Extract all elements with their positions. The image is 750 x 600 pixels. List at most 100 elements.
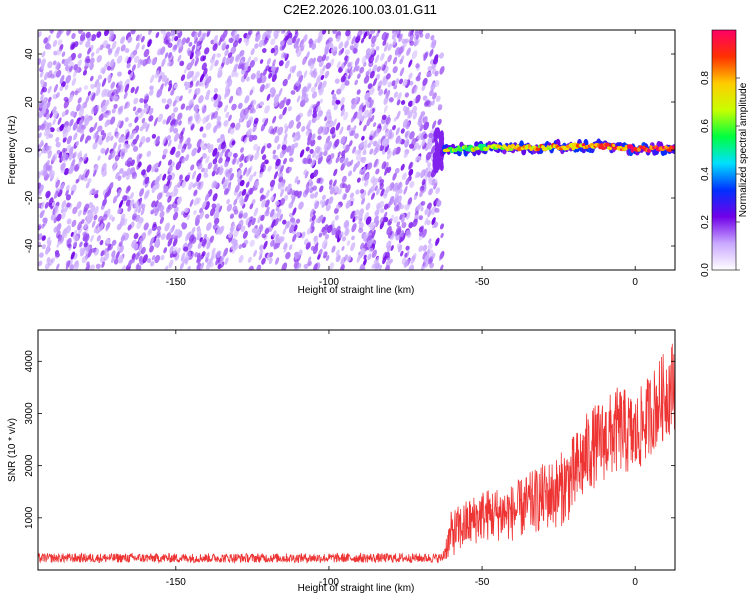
spectrogram-noise-blob [213,34,218,44]
spectrogram-noise-blob [92,169,97,177]
spectrogram-noise-blob [278,176,284,183]
spectrogram-noise-blob [356,89,361,95]
spectrogram-noise-blob [318,232,323,238]
spectrogram-noise-blob [125,143,130,149]
spectrogram-noise-blob [366,239,373,248]
spectrogram-noise-blob [386,166,392,174]
spectrogram-noise-blob [418,30,424,35]
spectrogram-noise-blob [153,117,159,127]
spectrogram-y-tick-label: 20 [24,96,35,108]
spectrogram-noise-blob [85,264,90,270]
spectrogram-noise-blob [55,179,61,189]
spectrogram-noise-blob [431,100,435,106]
spectrogram-noise-blob [404,92,410,98]
spectrogram-noise-blob [224,90,229,98]
spectrogram-noise-blob [143,104,150,114]
spectrogram-noise-blob [251,99,257,106]
spectrogram-noise-blob [90,83,95,89]
spectrogram-noise-blob [128,122,133,128]
spectrogram-noise-blob [399,58,404,65]
spectrogram-noise-blob [238,254,244,264]
spectrogram-noise-blob [356,254,361,263]
spectrogram-noise-blob [135,252,140,261]
spectrogram-noise-blob [85,181,90,189]
spectrogram-noise-blob [173,132,180,142]
spectrogram-noise-blob [236,193,241,200]
spectrogram-noise-blob [242,134,247,143]
spectrogram-noise-blob [344,49,351,56]
spectrogram-noise-blob [172,106,178,113]
spectrogram-noise-blob [134,116,139,124]
spectrogram-noise-blob [102,198,107,207]
spectrogram-noise-blob [101,132,107,141]
spectrogram-signal-core [535,147,541,152]
spectrogram-noise-blob [396,182,403,191]
spectrogram-noise-blob [309,208,315,218]
spectrogram-noise-blob [433,133,438,142]
spectrogram-noise-blob [53,217,58,224]
spectrogram-noise-blob [141,44,145,50]
spectrogram-noise-blob [83,203,89,213]
spectrogram-noise-blob [159,216,165,225]
spectrogram-noise-blob [262,68,268,77]
spectrogram-noise-blob [253,143,258,151]
spectrogram-noise-blob [380,52,385,61]
spectrogram-noise-blob [354,149,359,155]
spectrogram-noise-blob [435,127,440,136]
spectrogram-noise-blob [264,83,269,90]
spectrogram-noise-blob [259,248,264,256]
spectrogram-noise-blob [268,125,274,134]
spectrogram-noise-blob [122,170,127,178]
spectrogram-noise-blob [173,44,178,51]
colorbar-tick-label: 0.2 [700,215,711,229]
spectrogram-noise-blob [378,264,383,270]
spectrogram-noise-blob [46,145,52,155]
spectrogram-noise-blob [118,199,124,209]
colorbar-ticks: 0.0 0.2 0.4 0.6 0.8 [700,71,740,277]
spectrogram-noise-blob [269,87,276,94]
spectrogram-noise-blob [319,68,325,75]
spectrogram-noise-blob [311,159,316,166]
spectrogram-noise-blob [388,182,395,191]
spectrogram-noise-blob [435,187,441,194]
snr-y-label: SNR (10 * v/v) [7,418,18,482]
spectrogram-noise-blob [96,31,102,38]
spectrogram-noise-blob [225,50,229,56]
spectrogram-noise-blob [253,207,259,217]
spectrogram-noise-blob [61,200,67,209]
spectrogram-noise-blob [103,252,110,261]
spectrogram-noise-blob [268,257,273,265]
spectrogram-noise-blob [70,110,76,117]
spectrogram-noise-blob [125,131,130,140]
spectrogram-noise-blob [347,61,351,68]
spectrogram-noise-blob [343,111,349,121]
spectrogram-noise-blob [109,116,116,125]
spectrogram-noise-blob [220,133,225,140]
spectrogram-noise-blob [202,116,208,124]
spectrogram-noise-blob [58,151,63,159]
spectrogram-noise-blob [143,48,150,58]
spectrogram-noise-blob [309,40,314,49]
spectrogram-noise-blob [267,34,271,39]
spectrogram-noise-blob [348,170,353,177]
spectrogram-noise-blob [140,246,146,255]
spectrogram-noise-blob [353,111,358,119]
spectrogram-noise-blob [340,135,346,145]
spectrogram-noise-blob [253,249,258,258]
spectrogram-noise-blob [90,34,97,42]
spectrogram-noise-blob [439,66,445,75]
spectrogram-noise-blob [372,78,377,87]
spectrogram-noise-blob [330,45,335,53]
spectrogram-noise-blob [101,261,105,268]
spectrogram-noise-blob [423,133,428,140]
spectrogram-noise-blob [306,138,312,146]
spectrogram-noise-blob [115,132,120,139]
spectrogram-noise-blob [239,153,245,162]
spectrogram-noise-blob [335,99,341,105]
spectrogram-noise-blob [386,150,392,160]
spectrogram-noise-blob [415,34,419,40]
spectrogram-noise-blob [273,154,279,161]
spectrogram-noise-blob [256,103,260,110]
spectrogram-noise-blob [193,189,198,196]
spectrogram-noise-blob [43,97,47,103]
